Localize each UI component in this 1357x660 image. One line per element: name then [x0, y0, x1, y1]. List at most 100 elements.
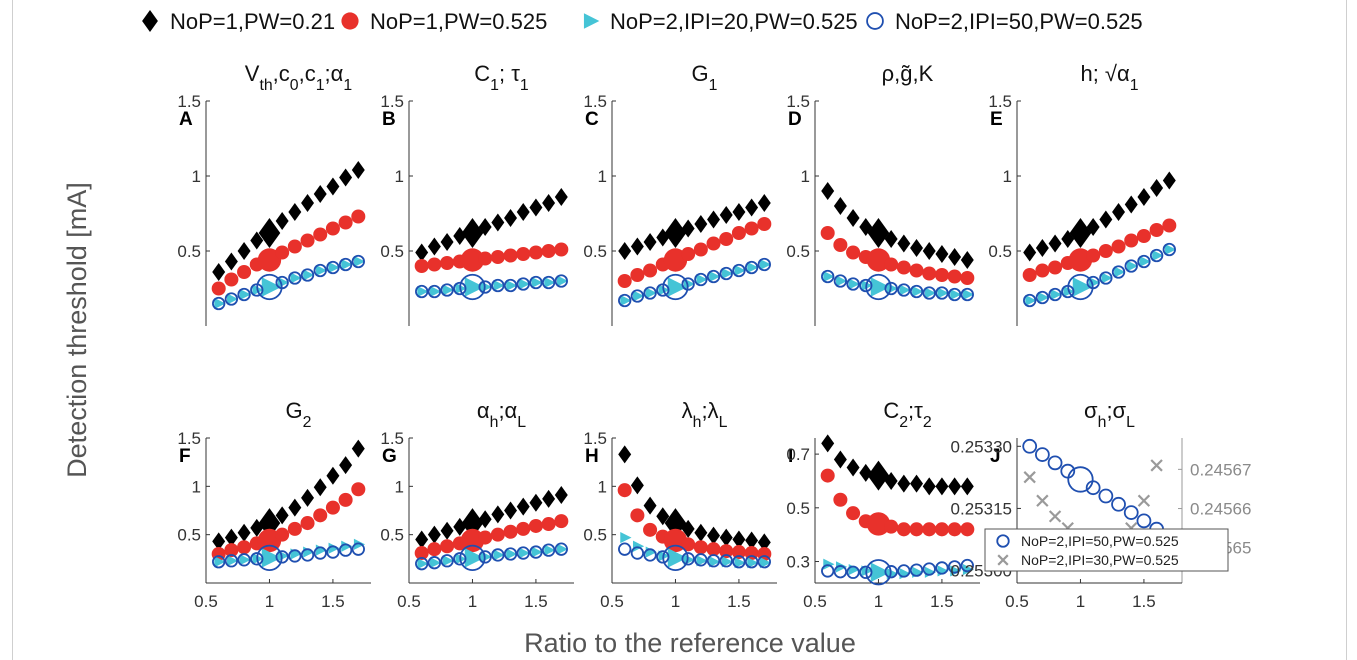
data-point	[339, 168, 353, 187]
data-point	[960, 270, 975, 286]
data-point	[453, 281, 467, 296]
data-point	[288, 549, 302, 563]
data-point	[531, 546, 543, 558]
panel-letter: I	[788, 446, 793, 467]
data-point	[896, 260, 911, 275]
data-point	[493, 549, 505, 561]
data-point	[250, 231, 264, 250]
data-point	[1149, 222, 1164, 238]
data-point	[261, 277, 282, 297]
y-tick-label: 0.5	[583, 242, 607, 261]
data-point	[261, 548, 282, 568]
data-point	[529, 493, 543, 512]
data-point	[1111, 496, 1126, 512]
data-point	[1048, 287, 1062, 302]
x-tick-label: 1.5	[524, 592, 548, 611]
series-fcircle	[820, 468, 975, 537]
data-point	[417, 285, 429, 298]
data-point	[821, 269, 835, 284]
series-ocircle	[1023, 242, 1176, 308]
data-point	[427, 525, 441, 544]
y-tick-label: 0.25315	[951, 499, 1012, 518]
data-point	[1035, 239, 1049, 257]
data-point	[554, 486, 568, 505]
data-point	[1099, 210, 1113, 229]
y-tick-label: 0.5	[177, 526, 201, 545]
data-point	[491, 213, 505, 232]
data-point	[301, 194, 315, 212]
panel-E: h; √α1 E1.5 1 0.5	[988, 61, 1177, 326]
data-point	[459, 544, 486, 572]
legend-item: NoP=1,PW=0.525	[341, 9, 547, 34]
data-point	[516, 277, 530, 291]
data-point	[237, 287, 251, 302]
data-point	[732, 530, 746, 549]
data-point	[922, 522, 937, 537]
data-point	[1072, 277, 1093, 297]
data-point	[667, 277, 688, 297]
data-point	[427, 556, 442, 570]
data-point	[948, 477, 962, 496]
data-point	[250, 552, 264, 566]
right-y-tick-label: 0.24566	[1190, 500, 1251, 519]
data-point	[258, 218, 281, 248]
data-point	[620, 531, 632, 544]
data-point	[554, 242, 569, 257]
data-point	[656, 550, 670, 564]
data-point	[706, 542, 721, 557]
data-point	[518, 547, 531, 559]
data-point	[326, 545, 340, 559]
data-point	[313, 478, 327, 497]
top-legend: NoP=1,PW=0.21 NoP=1,PW=0.525 NoP=2,IPI=20,…	[142, 9, 1143, 34]
data-point	[656, 507, 670, 526]
data-point	[313, 227, 328, 242]
data-point	[288, 498, 302, 517]
series-fcircle	[414, 242, 569, 274]
data-point	[731, 545, 746, 560]
data-point	[848, 278, 860, 290]
data-point	[300, 268, 315, 282]
data-point	[1035, 263, 1050, 278]
y-tick-label: 0.5	[583, 526, 607, 545]
data-point	[1124, 233, 1139, 248]
data-point	[694, 553, 708, 567]
figure-frame	[12, 0, 1347, 660]
data-point	[415, 243, 429, 262]
data-point	[662, 273, 689, 301]
data-point	[681, 537, 696, 552]
data-point	[503, 278, 518, 293]
legend-item: NoP=1,PW=0.21	[142, 9, 335, 34]
data-point	[823, 270, 835, 283]
panel-C: G1 C1.5 1 0.5	[583, 61, 772, 326]
panel-title: C2;τ2	[883, 398, 931, 431]
data-point	[313, 546, 327, 560]
data-point	[516, 497, 530, 516]
data-point	[909, 522, 924, 537]
data-point	[1023, 471, 1036, 484]
data-point	[709, 270, 721, 283]
data-point	[493, 279, 505, 292]
data-point	[632, 290, 645, 302]
data-point	[667, 548, 688, 568]
series-fcircle	[820, 225, 975, 286]
data-point	[884, 281, 898, 296]
data-point	[313, 263, 327, 278]
data-point	[544, 276, 556, 289]
panel-title: σh;σL	[1084, 398, 1135, 431]
data-point	[275, 212, 289, 230]
data-point	[1023, 243, 1037, 262]
y-tick-label: 0.5	[380, 526, 404, 545]
series-tri	[214, 255, 366, 310]
data-point	[440, 521, 454, 540]
data-point	[846, 565, 860, 579]
data-point	[664, 508, 687, 539]
data-point	[962, 563, 975, 576]
data-point	[947, 269, 962, 284]
series-diamond	[212, 439, 365, 551]
data-point	[1152, 249, 1164, 262]
x-tick-label: 1	[468, 592, 477, 611]
data-point	[250, 518, 264, 537]
data-point	[478, 550, 492, 564]
